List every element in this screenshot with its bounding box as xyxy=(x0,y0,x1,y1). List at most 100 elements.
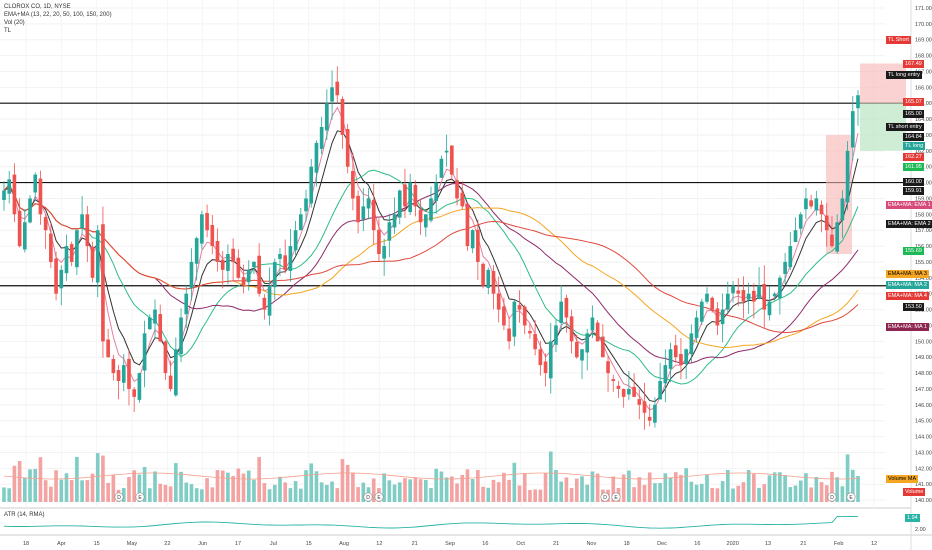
chart-legend: CLOROX CO, 1D, NYSE EMA+MA (13, 22, 20, … xyxy=(4,3,112,35)
candle-body xyxy=(43,217,48,231)
volume-bar xyxy=(309,463,314,502)
y-tick-label: 141.00 xyxy=(915,482,932,488)
x-tick-label: 22 xyxy=(164,541,170,547)
volume-bar xyxy=(538,489,543,502)
candle-body xyxy=(366,198,371,209)
candle-body xyxy=(59,269,64,289)
volume-bar xyxy=(272,484,277,502)
y-tick-label: 164.00 xyxy=(915,117,932,123)
volume-bar xyxy=(80,480,84,502)
candle-body xyxy=(705,293,709,302)
volume-bar xyxy=(137,474,142,502)
candle-body xyxy=(673,345,678,358)
volume-bar xyxy=(736,485,741,502)
candle-body xyxy=(725,293,730,310)
candle-body xyxy=(569,316,574,342)
candle-body xyxy=(142,333,147,371)
candle-body xyxy=(288,246,293,271)
volume-bar xyxy=(580,476,584,502)
candle-body xyxy=(465,203,470,247)
candle-body xyxy=(481,263,485,286)
study-volume[interactable]: Vol (20) xyxy=(4,20,25,26)
volume-bar xyxy=(252,479,256,502)
candle-body xyxy=(647,416,652,421)
volume-bar xyxy=(840,486,845,502)
candle-body xyxy=(330,87,334,102)
x-tick-label: 18 xyxy=(23,541,29,547)
candle-body xyxy=(746,293,751,300)
volume-bar xyxy=(387,480,392,502)
volume-bar xyxy=(611,476,616,502)
volume-bar xyxy=(220,470,225,502)
candle-body xyxy=(767,301,772,316)
candle-body xyxy=(486,269,491,288)
volume-bar xyxy=(564,477,569,502)
volume-bar xyxy=(371,478,376,502)
candle-body xyxy=(455,180,459,199)
volume-bar xyxy=(507,479,511,502)
candle-body xyxy=(127,358,131,389)
x-tick-label: 15 xyxy=(306,541,312,547)
study-tl[interactable]: TL xyxy=(4,28,12,34)
candle-body xyxy=(715,308,720,326)
volume-bar xyxy=(528,489,532,502)
x-tick-label: 18 xyxy=(624,541,630,547)
candle-body xyxy=(788,246,793,268)
event-marker-label: D xyxy=(830,495,834,501)
volume-bar xyxy=(298,488,303,502)
candle-body xyxy=(439,158,444,178)
candlesticks xyxy=(2,66,860,430)
candle-body xyxy=(397,190,402,218)
axis-tag: 155.69 xyxy=(903,246,924,255)
y-tick-label: 170.00 xyxy=(915,22,932,28)
volume-bar xyxy=(668,477,673,502)
candle-body xyxy=(507,328,511,342)
volume-bar xyxy=(413,477,418,502)
volume-bar xyxy=(163,484,168,502)
volume-bar xyxy=(517,485,522,502)
candle-body xyxy=(502,306,506,326)
volume-bar xyxy=(111,474,116,502)
volume-bar xyxy=(772,472,777,502)
candle-body xyxy=(434,182,439,201)
study-ema-ma[interactable]: EMA+MA (13, 22, 20, 50, 100, 150, 200) xyxy=(4,12,112,18)
candle-body xyxy=(95,230,100,283)
axis-tag: 165.07 xyxy=(903,98,924,107)
volume-bar xyxy=(174,463,178,502)
volume-bar xyxy=(824,485,829,502)
volume-bar xyxy=(512,462,517,502)
volume-bar xyxy=(194,488,199,502)
volume-bar xyxy=(752,474,756,502)
axis-tag: EMA+MA: MA 2 xyxy=(886,280,929,289)
volume-bar xyxy=(288,488,293,502)
volume-bar xyxy=(548,451,553,502)
x-tick-label: May xyxy=(127,541,138,547)
axis-tag: TL long entry xyxy=(886,70,922,79)
volume-bar xyxy=(689,481,694,502)
candle-body xyxy=(377,229,381,254)
volume-bar xyxy=(142,466,147,502)
candle-body xyxy=(49,233,53,262)
volume-bar xyxy=(231,476,235,502)
candle-body xyxy=(382,246,386,259)
candle-body xyxy=(574,341,579,358)
volume-bar xyxy=(184,482,189,502)
atr-title[interactable]: ATR (14, RMA) xyxy=(4,512,45,518)
volume-bar xyxy=(809,487,813,502)
x-tick-label: 13 xyxy=(765,541,771,547)
candle-body xyxy=(28,198,32,223)
volume-bar xyxy=(642,484,647,502)
candle-body xyxy=(361,206,366,220)
volume-bar xyxy=(403,478,407,502)
volume-bar xyxy=(64,473,69,502)
y-tick-label: 140.00 xyxy=(915,498,932,504)
volume-bar xyxy=(830,471,834,502)
candle-body xyxy=(23,222,27,250)
candle-body xyxy=(293,230,298,251)
volume-bar xyxy=(7,488,12,502)
candle-body xyxy=(611,379,616,381)
x-tick-label: Oct xyxy=(516,541,525,547)
volume-bar xyxy=(28,469,32,502)
